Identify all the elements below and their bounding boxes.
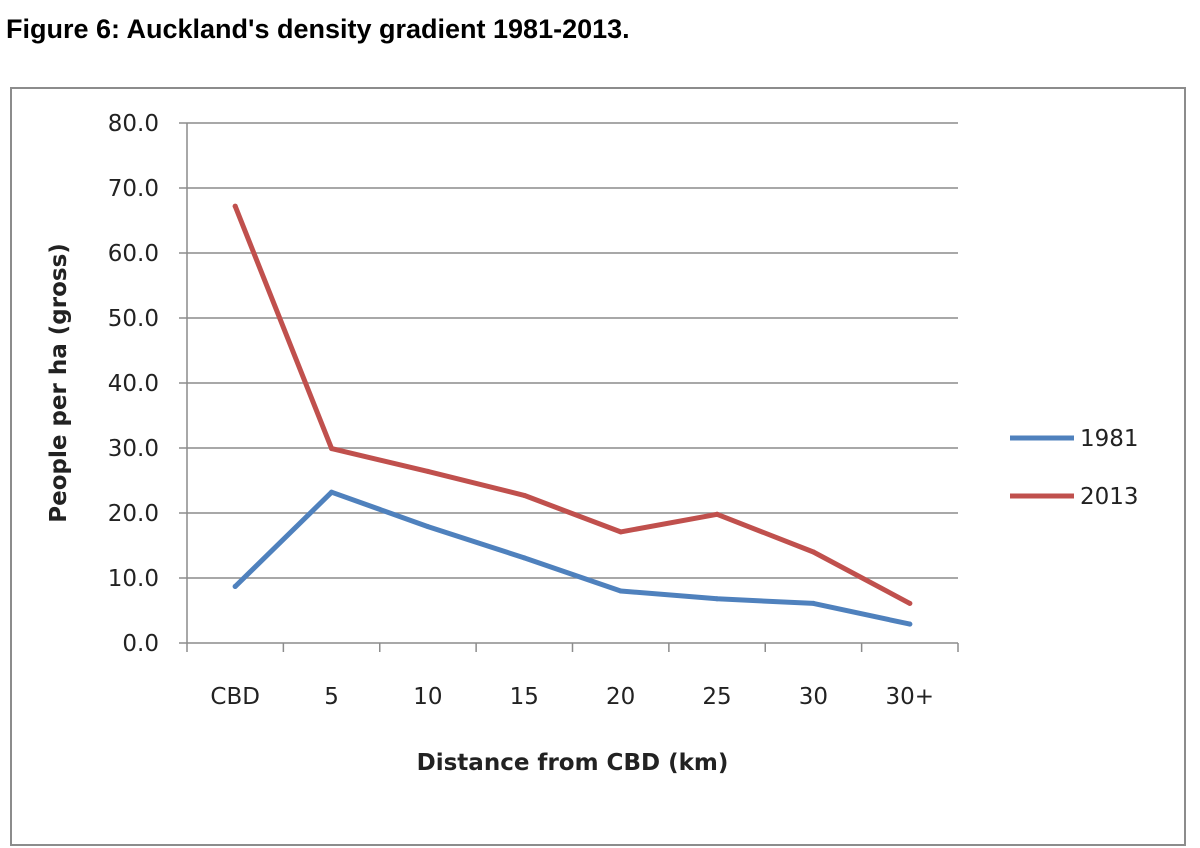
gridlines — [187, 122, 958, 579]
legend-label-2013: 2013 — [1080, 484, 1139, 510]
data-point-1981-20 — [618, 588, 624, 594]
x-axis-title: Distance from CBD (km) — [417, 750, 729, 776]
axes — [179, 122, 959, 652]
data-point-1981-30+ — [907, 621, 913, 627]
data-point-2013-25 — [714, 511, 720, 517]
data-point-1981-CBD — [232, 583, 238, 589]
series-line-2013 — [232, 203, 913, 606]
x-tick-label-30: 30 — [799, 684, 828, 710]
x-axis-tick-labels: CBD 5 10 15 20 25 30 30+ — [210, 684, 934, 710]
series-line-1981 — [232, 489, 913, 627]
y-tick-label-30.0: 30.0 — [108, 436, 159, 462]
legend: 1981 2013 — [1010, 426, 1139, 510]
y-tick-label-40.0: 40.0 — [108, 371, 159, 397]
y-tick-label-10.0: 10.0 — [108, 566, 159, 592]
data-point-1981-25 — [714, 596, 720, 602]
legend-label-1981: 1981 — [1080, 426, 1139, 452]
x-tick-label-10: 10 — [413, 684, 442, 710]
data-point-1981-15 — [521, 555, 527, 561]
y-tick-label-0.0: 0.0 — [122, 631, 159, 657]
x-tick-label-30+: 30+ — [886, 684, 935, 710]
y-tick-label-50.0: 50.0 — [108, 306, 159, 332]
series-lines — [232, 203, 913, 627]
x-tick-label-25: 25 — [702, 684, 731, 710]
y-tick-label-60.0: 60.0 — [108, 241, 159, 267]
data-point-2013-10 — [425, 468, 431, 474]
y-tick-label-70.0: 70.0 — [108, 176, 159, 202]
y-tick-label-20.0: 20.0 — [108, 501, 159, 527]
x-tick-label-CBD: CBD — [210, 684, 260, 710]
data-point-2013-30+ — [907, 600, 913, 606]
y-tick-label-80.0: 80.0 — [108, 111, 159, 137]
data-point-2013-CBD — [232, 203, 238, 209]
y-axis-tick-labels: 0.0 10.0 20.0 30.0 40.0 50.0 60.0 70.0 80.0 — [108, 111, 159, 657]
data-point-1981-5 — [329, 489, 335, 495]
figure-title: Figure 6: Auckland's density gradient 19… — [6, 14, 630, 44]
y-axis-title: People per ha (gross) — [46, 243, 72, 523]
data-point-1981-30 — [810, 600, 816, 606]
data-point-2013-20 — [618, 529, 624, 535]
data-point-2013-30 — [810, 549, 816, 555]
data-point-2013-15 — [521, 492, 527, 498]
x-tick-label-5: 5 — [324, 684, 339, 710]
x-tick-label-15: 15 — [510, 684, 539, 710]
chart-frame — [10, 87, 1186, 846]
data-point-2013-5 — [329, 446, 335, 452]
data-point-1981-10 — [425, 524, 431, 530]
x-tick-label-20: 20 — [606, 684, 635, 710]
